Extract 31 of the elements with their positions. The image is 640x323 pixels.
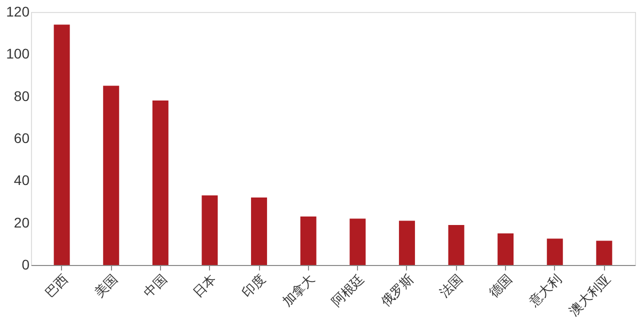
bar bbox=[54, 24, 70, 265]
x-tick-label: 意大利 bbox=[526, 272, 565, 311]
bar bbox=[350, 218, 366, 265]
y-tick-label: 120 bbox=[6, 4, 30, 20]
x-tick-label: 美国 bbox=[91, 271, 122, 301]
x-tick-label: 巴西 bbox=[42, 272, 72, 301]
bar bbox=[546, 238, 563, 265]
x-tick-label: 印度 bbox=[239, 271, 269, 301]
bar bbox=[448, 224, 464, 265]
x-tick-label: 阿根廷 bbox=[329, 272, 368, 310]
bar bbox=[251, 198, 268, 265]
y-tick-label: 40 bbox=[14, 172, 30, 188]
y-tick-label: 100 bbox=[6, 46, 30, 62]
y-tick-label: 20 bbox=[14, 214, 30, 230]
x-tick-label: 德国 bbox=[486, 272, 516, 301]
y-tick-label: 0 bbox=[22, 256, 30, 272]
x-tick-label: 俄罗斯 bbox=[378, 272, 417, 310]
bar bbox=[202, 195, 218, 265]
x-tick-label: 澳大利亚 bbox=[566, 272, 614, 320]
bar bbox=[596, 240, 612, 265]
x-tick-label: 日本 bbox=[190, 272, 220, 301]
y-tick-label: 80 bbox=[14, 88, 30, 104]
bar bbox=[498, 233, 514, 265]
bar bbox=[152, 100, 168, 265]
x-tick-label: 法国 bbox=[437, 272, 466, 301]
bar bbox=[300, 216, 316, 265]
y-tick-label: 60 bbox=[14, 130, 30, 146]
x-tick-label: 中国 bbox=[141, 272, 170, 301]
bar bbox=[103, 86, 120, 265]
x-tick-label: 加拿大 bbox=[280, 272, 318, 310]
bar bbox=[398, 220, 415, 265]
